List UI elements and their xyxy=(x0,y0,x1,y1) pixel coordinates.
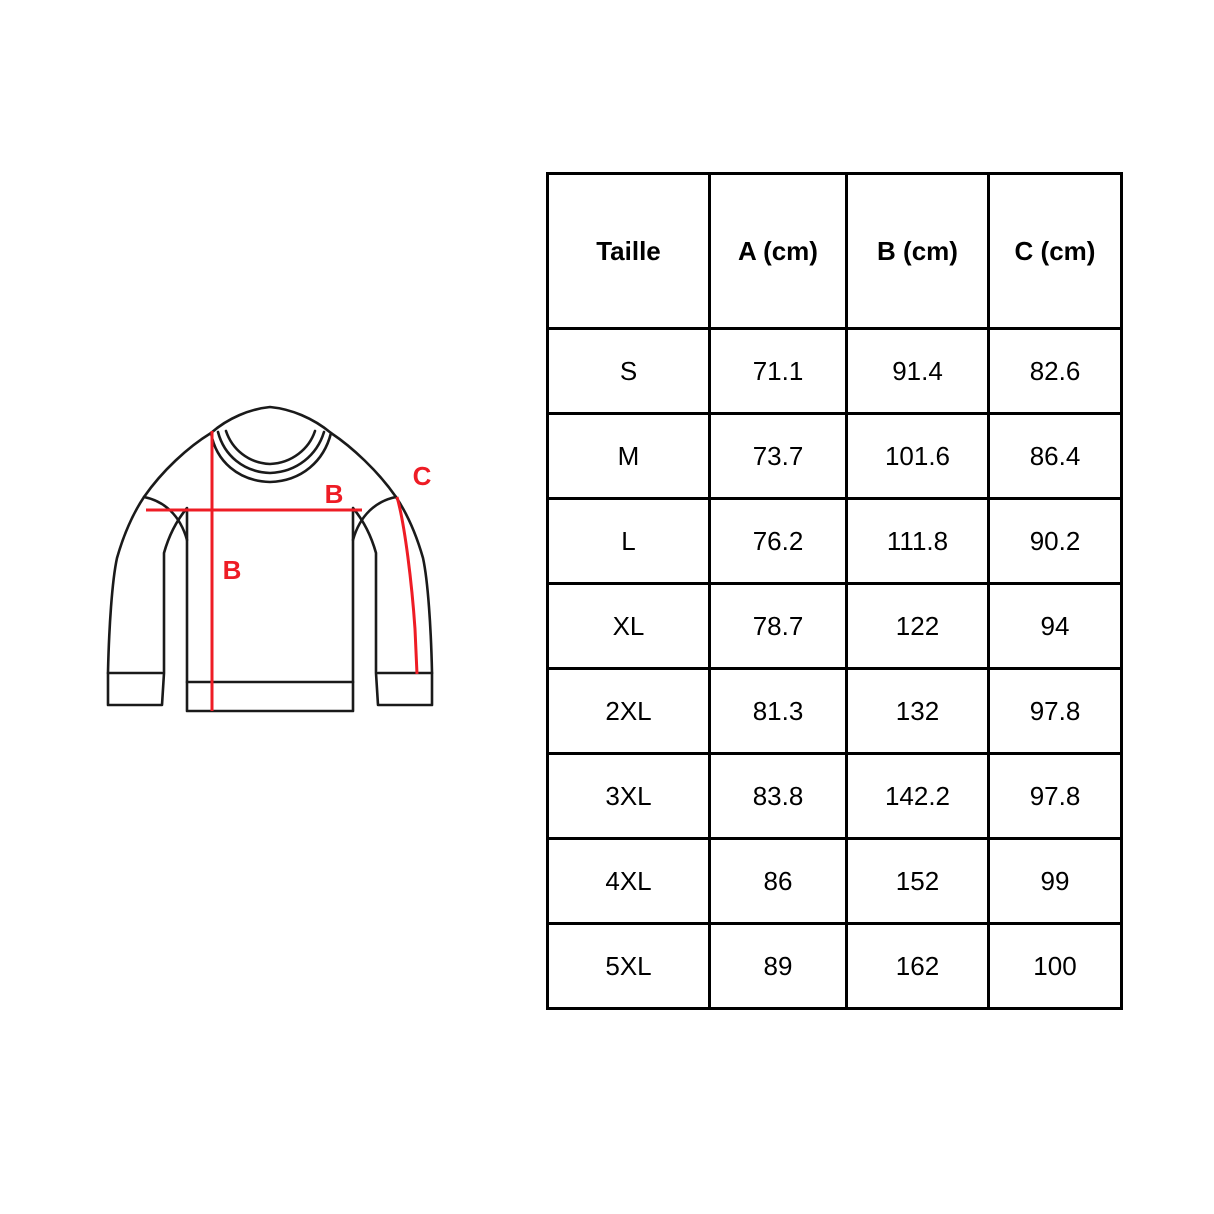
cell-c: 82.6 xyxy=(987,327,1123,415)
cell-size: 3XL xyxy=(546,752,711,840)
size-table: Taille A (cm) B (cm) C (cm) S 71.1 91.4 … xyxy=(546,172,1123,1010)
column-header-taille: Taille xyxy=(546,172,711,330)
column-header-b: B (cm) xyxy=(845,172,990,330)
cell-c: 90.2 xyxy=(987,497,1123,585)
cell-a: 71.1 xyxy=(708,327,848,415)
cell-c: 97.8 xyxy=(987,667,1123,755)
cell-b: 122 xyxy=(845,582,990,670)
table-row: M 73.7 101.6 86.4 xyxy=(546,412,1123,500)
cell-b: 142.2 xyxy=(845,752,990,840)
cell-b: 152 xyxy=(845,837,990,925)
cell-size: 5XL xyxy=(546,922,711,1010)
cell-b: 101.6 xyxy=(845,412,990,500)
table-row: 4XL 86 152 99 xyxy=(546,837,1123,925)
measure-label-c-sleeve: C xyxy=(413,461,432,491)
measurement-lines-group xyxy=(146,431,419,711)
cell-size: 2XL xyxy=(546,667,711,755)
table-row: 5XL 89 162 100 xyxy=(546,922,1123,1010)
sweatshirt-svg: B B C xyxy=(106,405,434,713)
right-armhole-seam xyxy=(351,495,398,542)
cell-c: 97.8 xyxy=(987,752,1123,840)
sweatshirt-illustration: B B C xyxy=(70,385,470,765)
cell-c: 100 xyxy=(987,922,1123,1010)
table-row: 3XL 83.8 142.2 97.8 xyxy=(546,752,1123,840)
table-row: 2XL 81.3 132 97.8 xyxy=(546,667,1123,755)
cell-size: L xyxy=(546,497,711,585)
cell-a: 86 xyxy=(708,837,848,925)
cell-b: 111.8 xyxy=(845,497,990,585)
cell-b: 132 xyxy=(845,667,990,755)
measure-label-b-horizontal: B xyxy=(325,479,344,509)
collar-rib-band xyxy=(216,430,326,475)
measure-line-c-sleeve xyxy=(395,496,419,675)
collar-outer-neckline xyxy=(209,431,333,484)
sweatshirt-body-outline xyxy=(106,405,434,713)
size-table-body: S 71.1 91.4 82.6 M 73.7 101.6 86.4 L 76.… xyxy=(546,327,1123,1010)
table-row: L 76.2 111.8 90.2 xyxy=(546,497,1123,585)
column-header-a: A (cm) xyxy=(708,172,848,330)
table-row: XL 78.7 122 94 xyxy=(546,582,1123,670)
cell-size: S xyxy=(546,327,711,415)
cell-size: XL xyxy=(546,582,711,670)
cell-c: 86.4 xyxy=(987,412,1123,500)
cell-size: M xyxy=(546,412,711,500)
table-header-row: Taille A (cm) B (cm) C (cm) xyxy=(546,172,1123,330)
garment-outline-group xyxy=(106,405,434,713)
cell-a: 73.7 xyxy=(708,412,848,500)
cell-a: 76.2 xyxy=(708,497,848,585)
cell-b: 91.4 xyxy=(845,327,990,415)
cell-size: 4XL xyxy=(546,837,711,925)
cell-a: 83.8 xyxy=(708,752,848,840)
cell-a: 78.7 xyxy=(708,582,848,670)
cell-a: 89 xyxy=(708,922,848,1010)
measure-label-b-vertical: B xyxy=(223,555,242,585)
cell-c: 99 xyxy=(987,837,1123,925)
column-header-c: C (cm) xyxy=(987,172,1123,330)
size-table-container: Taille A (cm) B (cm) C (cm) S 71.1 91.4 … xyxy=(546,172,1123,1010)
size-table-head: Taille A (cm) B (cm) C (cm) xyxy=(546,172,1123,330)
cell-a: 81.3 xyxy=(708,667,848,755)
collar-inner-line xyxy=(224,429,317,466)
cell-c: 94 xyxy=(987,582,1123,670)
cell-b: 162 xyxy=(845,922,990,1010)
table-row: S 71.1 91.4 82.6 xyxy=(546,327,1123,415)
